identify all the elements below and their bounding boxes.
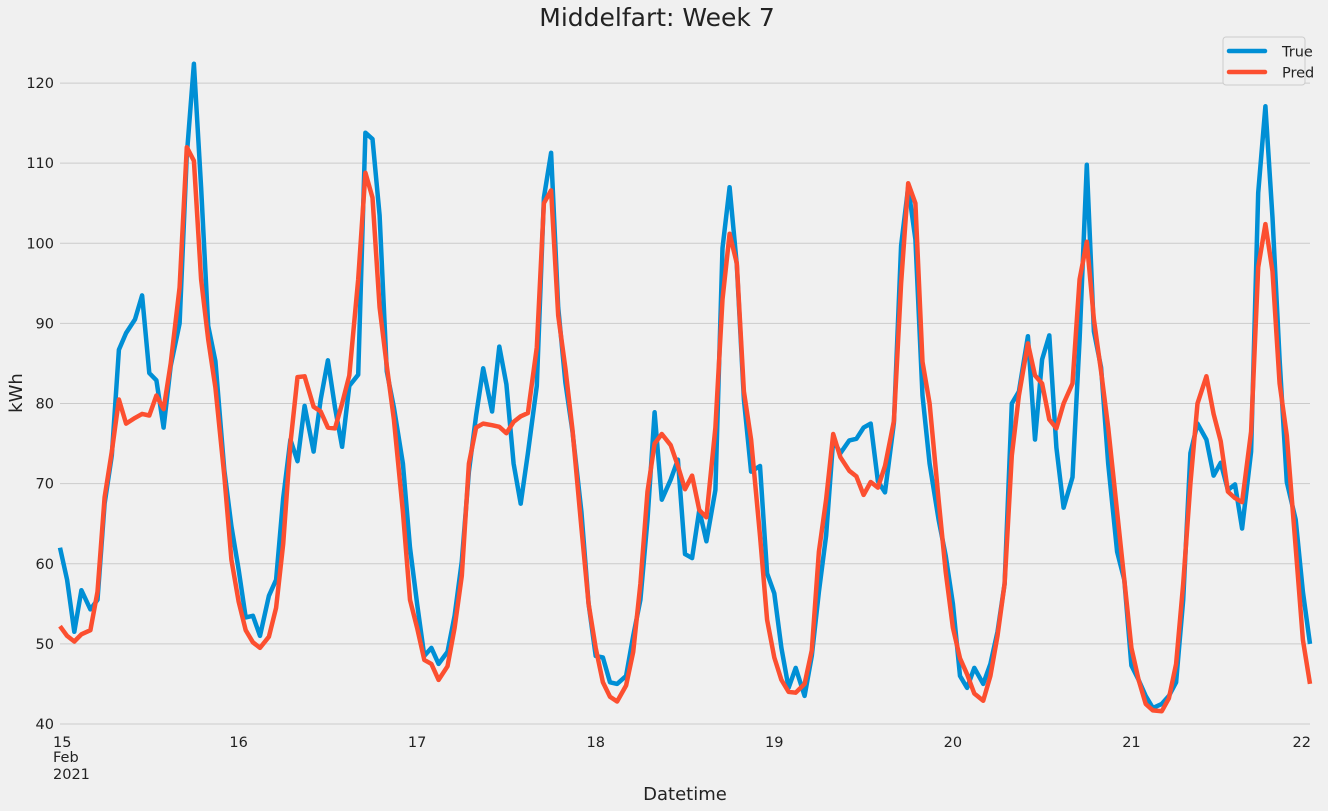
x-tick-month-label: Feb xyxy=(53,750,79,766)
x-tick-label-20: 20 xyxy=(944,735,962,751)
y-tick-label-90: 90 xyxy=(36,316,54,332)
series-line-pred xyxy=(58,144,1313,714)
x-tick-label-15: 15 xyxy=(53,735,71,751)
legend-label-pred: Pred xyxy=(1282,66,1314,82)
y-tick-label-60: 60 xyxy=(36,557,54,573)
x-tick-label-16: 16 xyxy=(229,735,247,751)
legend: True Pred xyxy=(1222,36,1314,86)
y-tick-label-70: 70 xyxy=(36,477,54,493)
y-tick-label-40: 40 xyxy=(36,717,54,733)
y-axis-label: kWh xyxy=(6,373,27,413)
y-tick-label-120: 120 xyxy=(26,76,54,92)
x-tick-label-21: 21 xyxy=(1122,735,1140,751)
x-tick-label-17: 17 xyxy=(408,735,426,751)
gridlines xyxy=(60,82,1310,725)
x-tick-label-19: 19 xyxy=(765,735,783,751)
legend-label-true: True xyxy=(1281,45,1313,61)
y-tick-labels: 40 50 60 70 80 90 100 110 120 xyxy=(26,76,54,733)
series-layer xyxy=(57,61,1313,714)
y-tick-label-110: 110 xyxy=(26,156,54,172)
x-tick-label-18: 18 xyxy=(586,735,604,751)
x-tick-label-22: 22 xyxy=(1293,735,1311,751)
y-tick-label-80: 80 xyxy=(36,397,54,413)
x-axis-label: Datetime xyxy=(643,784,727,805)
chart-title: Middelfart: Week 7 xyxy=(539,3,775,32)
y-tick-label-100: 100 xyxy=(26,236,54,252)
y-tick-label-50: 50 xyxy=(36,637,54,653)
x-tick-year-label: 2021 xyxy=(53,767,90,783)
